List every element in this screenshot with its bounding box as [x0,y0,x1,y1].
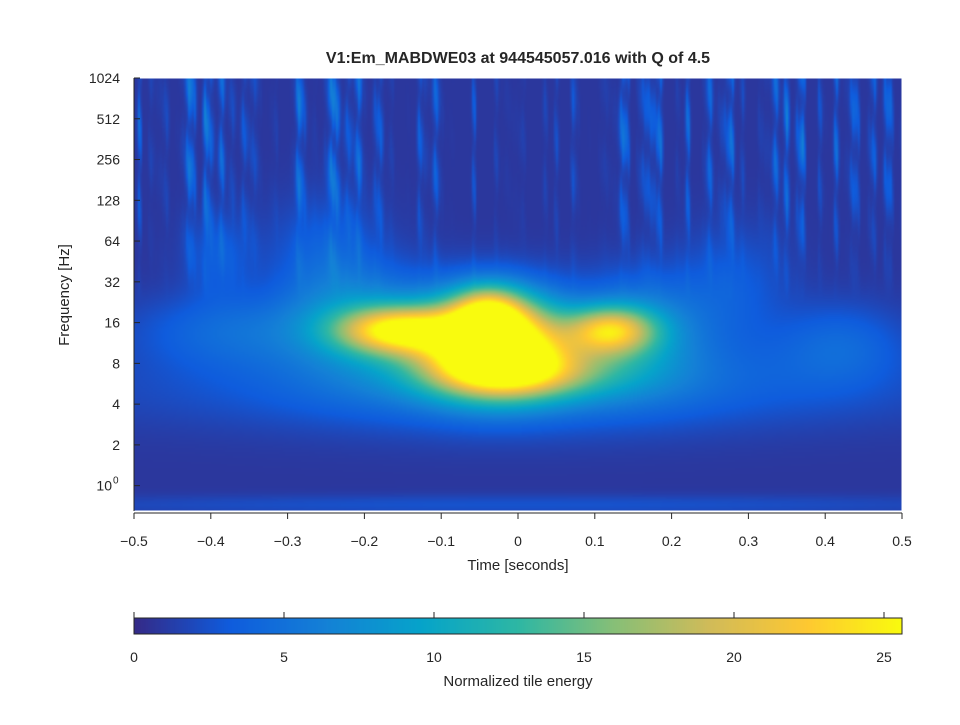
x-tick-label: −0.4 [197,533,225,549]
x-tick-label: 0.5 [892,533,912,549]
y-tick-label: 2 [112,437,120,453]
y-tick-label: 32 [104,274,120,290]
y-tick-label: 16 [104,315,120,331]
y-tick-label: 10 [96,478,112,494]
colorbar-tick-label: 25 [876,649,892,665]
x-tick-group: −0.5 −0.4 −0.3 −0.2 −0.1 0 0.1 0.2 0.3 0.4 0.5 [120,513,912,549]
y-tick-exponent: 0 [113,476,119,487]
x-tick-label: 0.2 [662,533,682,549]
x-tick-label: −0.2 [351,533,379,549]
colorbar-tick-group: 0 5 10 15 20 25 [130,612,892,665]
x-tick-label: 0 [514,533,522,549]
colorbar-tick-label: 0 [130,649,138,665]
y-tick-group: 1024 512 256 128 64 32 16 8 4 2 10 0 [89,70,140,494]
x-tick-label: −0.1 [427,533,455,549]
y-tick-label: 64 [104,233,120,249]
colorbar-tick-label: 20 [726,649,742,665]
x-tick-label: −0.5 [120,533,148,549]
colorbar [134,618,902,634]
y-tick-label: 4 [112,396,120,412]
y-axis-label: Frequency [Hz] [56,244,73,346]
x-tick-label: 0.1 [585,533,605,549]
x-tick-label: −0.3 [274,533,302,549]
x-tick-label: 0.4 [815,533,835,549]
colorbar-tick-label: 15 [576,649,592,665]
colorbar-tick-label: 5 [280,649,288,665]
x-tick-label: 0.3 [739,533,759,549]
y-tick-label: 8 [112,355,120,371]
x-axis-label: Time [seconds] [467,557,568,574]
y-tick-label: 512 [97,111,121,127]
y-tick-label: 1024 [89,70,120,86]
colorbar-label: Normalized tile energy [443,673,593,690]
y-tick-label: 128 [97,192,121,208]
heatmap-plot [134,78,902,511]
y-tick-label: 256 [97,152,121,168]
colorbar-tick-label: 10 [426,649,442,665]
chart-title: V1:Em_MABDWE03 at 944545057.016 with Q o… [326,50,710,67]
colorbar-frame [133,617,903,635]
